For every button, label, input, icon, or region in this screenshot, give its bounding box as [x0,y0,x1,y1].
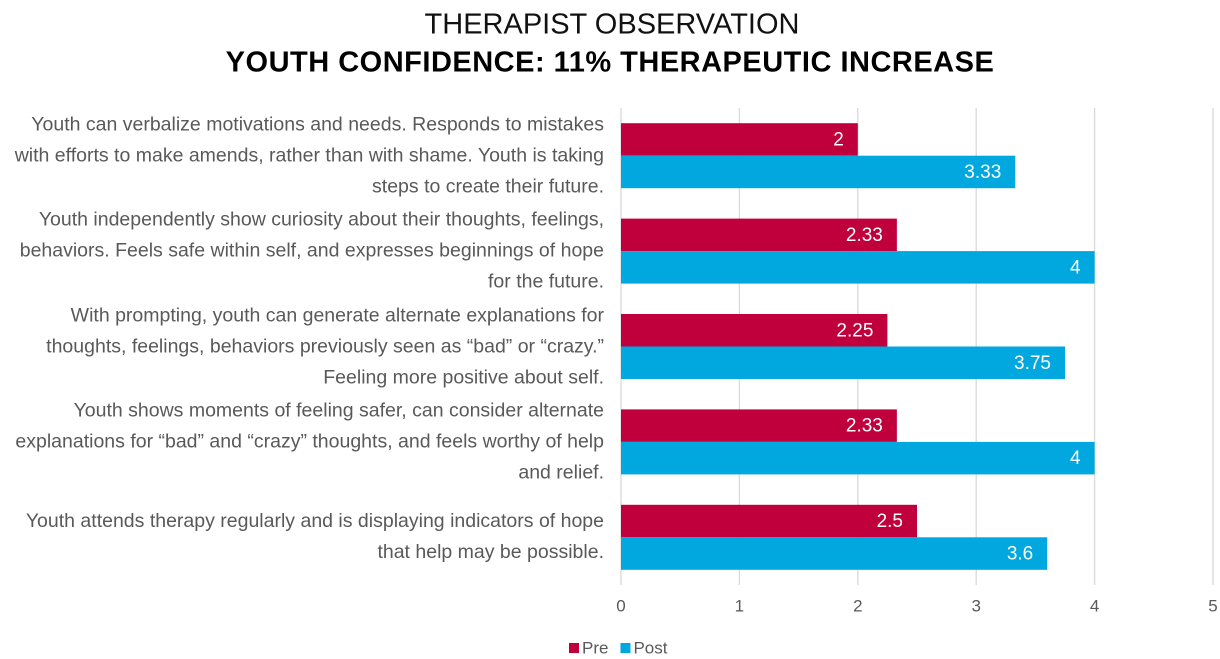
data-label: 2.5 [877,511,903,532]
data-label: 3.33 [964,162,1001,183]
bar [621,155,1016,189]
data-label: 3.75 [1014,353,1051,374]
y-tick-label: Youth independently show curiosity about… [19,208,604,293]
chart-title: THERAPIST OBSERVATION [425,9,800,41]
bar [621,409,897,442]
x-tick-label: 4 [1090,596,1099,615]
data-label: 2.33 [846,225,883,246]
y-tick-label: Youth attends therapy regularly and is d… [25,510,604,564]
bar [621,441,1095,475]
legend-label: Pre [582,638,608,657]
chart-subtitle: YOUTH CONFIDENCE: 11% THERAPEUTIC INCREA… [226,47,995,79]
bar [621,218,897,252]
data-label: 2 [833,129,844,150]
bar [621,251,1095,284]
y-tick-label: With prompting, youth can generate alter… [46,304,604,388]
bar [621,537,1048,570]
x-tick-label: 0 [616,596,625,615]
legend-swatch [569,643,579,653]
bar [621,504,917,538]
bar [621,123,858,156]
legend-swatch [620,643,631,653]
data-label: 2.33 [846,416,883,437]
x-tick-label: 1 [735,596,744,615]
x-tick-label: 5 [1208,596,1217,615]
y-tick-label: Youth shows moments of feeling safer, ca… [15,399,604,484]
data-label: 2.25 [836,320,873,341]
y-tick-label: Youth can verbalize motivations and need… [14,113,604,198]
x-tick-label: 2 [853,596,862,615]
bar [621,346,1065,379]
data-label: 4 [1070,448,1081,469]
bar [621,314,888,347]
x-tick-label: 3 [971,596,980,615]
legend-label: Post [633,638,667,657]
data-label: 3.6 [1007,544,1033,565]
data-label: 4 [1070,257,1081,278]
